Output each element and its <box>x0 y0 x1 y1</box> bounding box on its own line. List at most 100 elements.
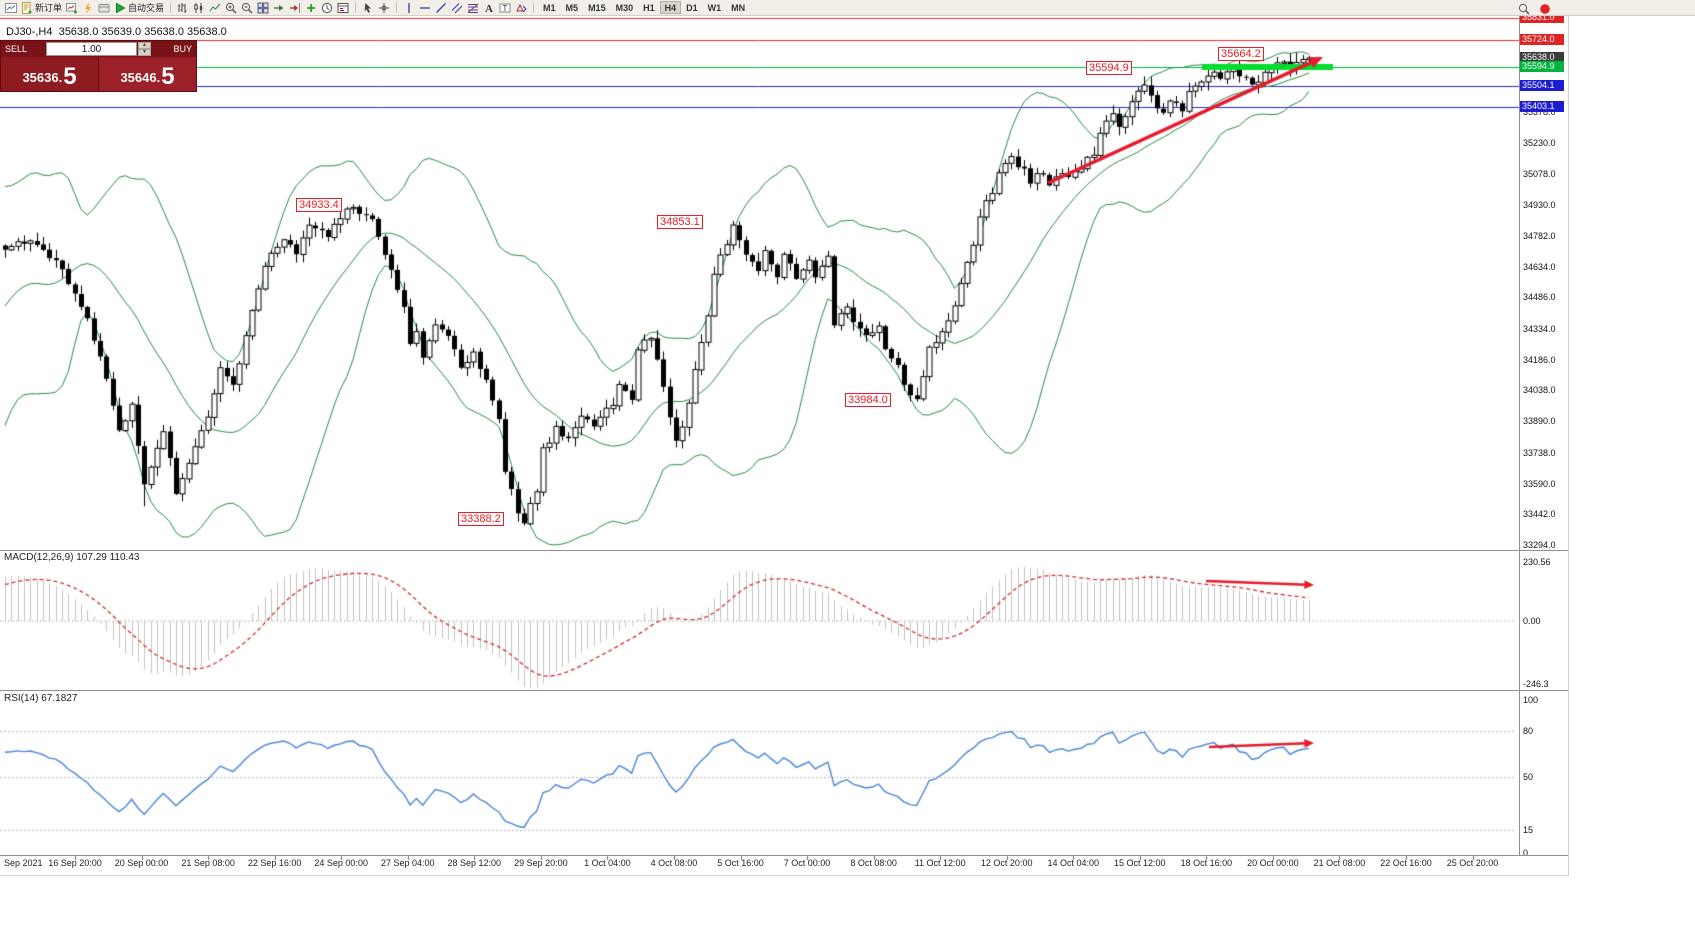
autotrade-icon <box>116 2 126 13</box>
timeframe-m30-button[interactable]: M30 <box>615 3 634 13</box>
time-axis[interactable]: Sep 2021 16 Sep 20:00 20 Sep 00:00 21 Sep 0… <box>0 856 1568 872</box>
svg-text:T: T <box>503 3 508 12</box>
new-chart-icon <box>66 2 78 13</box>
timeframe-m1-button[interactable]: M1 <box>543 3 556 13</box>
periods-button[interactable] <box>319 0 335 15</box>
macd-tick: 0.00 <box>1523 615 1541 626</box>
fibonacci-button[interactable] <box>465 0 481 15</box>
candlestick-button[interactable] <box>191 0 207 15</box>
indicators-button[interactable] <box>303 0 319 15</box>
vertical-line-button[interactable] <box>401 0 417 15</box>
chart-shift-icon <box>290 2 301 13</box>
auto-scroll-button[interactable] <box>271 0 287 15</box>
line-chart-icon <box>209 3 221 11</box>
time-axis-label: 20 Oct 00:00 <box>1247 858 1299 868</box>
notification-button[interactable] <box>1537 1 1553 16</box>
zoom-in-icon <box>225 2 237 14</box>
macd-pane-separator[interactable] <box>0 550 1568 551</box>
timeframe-h1-button[interactable]: H1 <box>643 3 655 13</box>
search-button[interactable] <box>1516 1 1532 16</box>
tile-windows-button[interactable] <box>255 0 271 15</box>
window-bottom-edge <box>0 875 1568 876</box>
chart-shift-button[interactable] <box>287 0 303 15</box>
label-button[interactable]: T <box>497 0 513 15</box>
timeframe-h4-button[interactable]: H4 <box>659 1 682 14</box>
timeframe-mn-button[interactable]: MN <box>731 3 746 13</box>
crosshair-button[interactable] <box>376 0 392 15</box>
bar-chart-button[interactable] <box>175 0 191 15</box>
text-button[interactable]: A <box>481 0 497 15</box>
notification-icon <box>1540 3 1550 14</box>
time-axis-label: 15 Oct 12:00 <box>1114 858 1166 868</box>
zoom-out-button[interactable] <box>239 0 255 15</box>
rsi-tick: 0 <box>1523 848 1529 858</box>
channel-button[interactable] <box>449 0 465 15</box>
time-axis-label: 5 Oct 16:00 <box>717 858 764 868</box>
trendline-button[interactable] <box>433 0 449 15</box>
chart-canvas[interactable] <box>0 16 1519 876</box>
window-right-edge <box>1568 0 1569 876</box>
volume-decrease-button[interactable]: ▼ <box>138 49 151 56</box>
macd-tick: -246.3 <box>1523 678 1549 689</box>
sell-price-button[interactable]: 35636. 5 <box>1 57 99 91</box>
fibonacci-icon <box>467 3 479 13</box>
timeframe-w1-button[interactable]: W1 <box>707 3 722 13</box>
label-icon: T <box>499 3 511 12</box>
timeframe-m15-button[interactable]: M15 <box>588 3 606 13</box>
time-axis-label: 22 Oct 16:00 <box>1380 858 1432 868</box>
buy-price-main: 35646. <box>120 70 161 85</box>
sell-button[interactable]: SELL <box>5 44 28 54</box>
macd-tick: 230.56 <box>1523 557 1551 568</box>
line-chart-button[interactable] <box>207 0 223 15</box>
time-axis-separator <box>0 855 1568 856</box>
price-tick: 33890.0 <box>1523 416 1556 427</box>
time-axis-label: 20 Sep 00:00 <box>114 858 169 868</box>
favorites-button[interactable] <box>80 0 96 15</box>
trendline-icon <box>436 2 447 13</box>
price-tick: 33442.0 <box>1523 509 1556 520</box>
price-badge: 35831.0 <box>1520 11 1564 23</box>
price-tick: 33738.0 <box>1523 447 1556 458</box>
rsi-tick: 15 <box>1523 825 1534 836</box>
autotrade-label: 自动交易 <box>128 3 165 13</box>
time-axis-label: 18 Oct 16:00 <box>1180 858 1233 868</box>
buy-price-button[interactable]: 35646. 5 <box>99 57 196 91</box>
chart-quote-header: DJ30-,H4 35638.0 35639.0 35638.0 35638.0 <box>6 26 227 38</box>
templates-button[interactable] <box>335 0 351 15</box>
time-axis-label: 27 Sep 04:00 <box>380 858 435 868</box>
cursor-icon <box>364 2 372 13</box>
horizontal-line-icon <box>420 6 431 9</box>
timeframe-d1-button[interactable]: D1 <box>686 3 698 13</box>
candlestick-icon <box>194 2 203 13</box>
toolbar-separator <box>396 2 398 13</box>
trade-panel-prices: 35636. 5 35646. 5 <box>1 57 196 91</box>
time-axis-label: 16 Sep 20:00 <box>48 858 102 868</box>
timeframe-m5-button[interactable]: M5 <box>565 3 579 13</box>
price-tick: 35078.0 <box>1523 169 1556 180</box>
autotrade-button[interactable]: 自动交易 <box>112 0 166 15</box>
profiles-button[interactable] <box>96 0 112 15</box>
price-tick: 34038.0 <box>1523 385 1556 396</box>
price-axis[interactable]: 35378.0 35230.0 35078.0 34930.0 34782.0 34634… <box>1519 11 1585 858</box>
zoom-out-icon <box>241 2 253 14</box>
sell-price-main: 35636. <box>22 70 63 85</box>
shapes-button[interactable] <box>513 0 529 15</box>
rsi-pane-separator[interactable] <box>0 690 1568 691</box>
new-chart-button[interactable] <box>64 0 80 15</box>
buy-button[interactable]: BUY <box>173 44 192 54</box>
price-tick: 34486.0 <box>1523 292 1556 303</box>
zoom-in-button[interactable] <box>223 0 239 15</box>
templates-icon <box>337 2 349 13</box>
cursor-button[interactable] <box>360 0 376 15</box>
search-icon <box>1518 3 1530 15</box>
volume-increase-button[interactable]: ▲ <box>138 42 151 49</box>
volume-spin-buttons: ▲ ▼ <box>138 42 151 56</box>
horizontal-line-button[interactable] <box>417 0 433 15</box>
volume-input[interactable]: 1.00 <box>46 42 137 56</box>
new-order-button[interactable]: 新订单 <box>19 0 64 15</box>
time-axis-label: 28 Sep 12:00 <box>447 858 502 868</box>
time-axis-label: 12 Oct 20:00 <box>980 858 1033 868</box>
tile-windows-icon <box>257 2 269 13</box>
chart-window-button[interactable] <box>3 0 19 15</box>
